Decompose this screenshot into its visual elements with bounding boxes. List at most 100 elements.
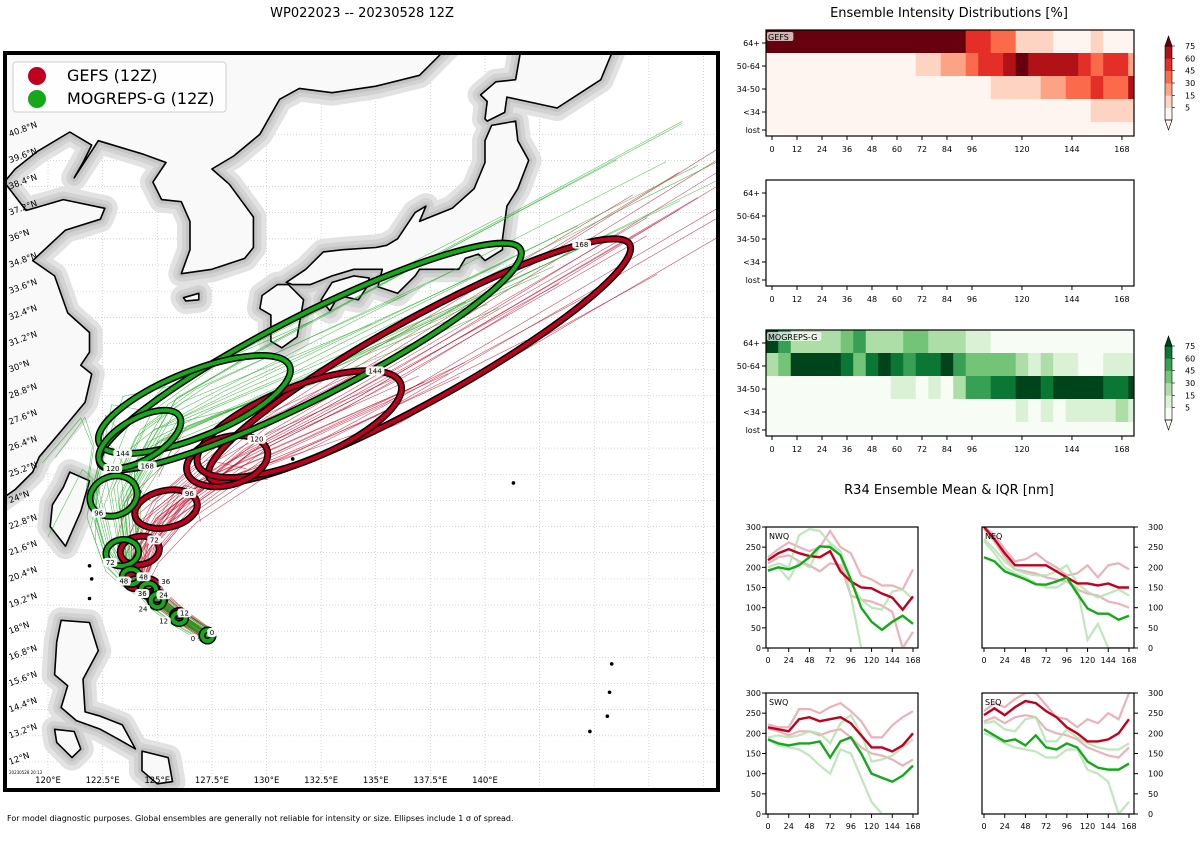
colorbar-tick-label: 30 [1185,79,1195,88]
mogreps-q75-line [767,527,914,611]
x-tick-label: 60 [892,145,902,154]
heatmap-cell [1115,53,1129,77]
heatmap-cell [1128,422,1135,435]
heatmap-cell [890,330,904,354]
heatmap-cell [853,422,867,435]
quadrant-label: SEQ [985,698,1001,707]
x-tick-label: 24 [817,295,827,304]
heatmap-cell [903,99,917,123]
heatmap-cell [1128,353,1135,377]
heatmap-cell [790,30,804,54]
heatmap-cell [890,422,904,435]
x-tick-label: 24 [1000,822,1010,831]
heatmap-cell [1065,353,1079,377]
heatmap-cell [878,399,892,423]
x-tick-label: 144 [1101,822,1116,831]
r34-lines [767,701,914,814]
heatmap-cell [853,353,867,377]
gefs-q75-line [767,528,914,591]
label-box [136,572,151,582]
heatmap-cell [990,422,1004,435]
heatmap-cell [878,376,892,400]
hour-label-text: 0 [210,629,214,637]
heatmap-cell [1028,376,1042,400]
x-tick-label: 72 [825,656,835,665]
row-label: lost [746,276,760,285]
map-title: WP022023 -- 20230528 12Z [270,6,454,21]
heatmap-cell [965,53,979,77]
heatmap-cell [853,122,867,135]
x-tick-label: 168 [905,822,920,831]
heatmap-cell [965,399,979,423]
heatmap-cell [766,353,779,377]
y-tick-label: 150 [746,750,761,759]
hour-label-text: 168 [575,241,588,249]
x-tick-label: 48 [867,445,877,454]
heatmap-cell [940,330,954,354]
x-tick-label: 48 [1020,822,1030,831]
heatmap-cell [865,353,879,377]
row-label: 50-64 [737,362,760,371]
heatmap-cell [1065,76,1079,100]
heatmap-cell [878,122,892,135]
label-box [113,448,133,458]
heatmap-cell [978,76,992,100]
island [511,481,516,485]
heatmap-cell [865,422,879,435]
x-tick-label: 96 [846,656,856,665]
heatmap-cell [1115,376,1129,400]
quadrant-label: NEQ [985,532,1002,541]
heatmap-cell [878,53,892,77]
mogreps-ellipse-144h [96,353,293,456]
heatmap-cell [1015,30,1029,54]
heatmap-cell [928,99,942,123]
mogreps-q25-line [767,738,913,814]
heatmap-cell [915,376,929,400]
heatmap-cell [1015,376,1029,400]
heatmap-cell [1065,122,1079,135]
heatmap-cell [1103,422,1117,435]
hour-label-text: 120 [106,465,119,473]
colorbar-bin [1165,395,1172,408]
r34-lines [983,527,1130,648]
heatmap-cell [1003,122,1017,135]
x-tick-label: 72 [917,445,927,454]
lon-tick-label: 135°E [363,776,389,786]
heatmap-cell [1003,99,1017,123]
y-tick-label: 0 [756,810,761,819]
x-tick-label: 0 [769,145,774,154]
hour-label-text: 72 [106,559,115,567]
colorbar-bin [1165,358,1172,371]
x-tick-label: 84 [942,295,952,304]
heatmap-cell [928,122,942,135]
gefs-ellipse-96h [132,487,200,531]
heatmap-cell [928,399,942,423]
heatmap-cell [865,122,879,135]
y-tick-label: 0 [1148,810,1153,819]
panel-label-box [767,332,822,341]
heatmap-cell [1065,422,1079,435]
heatmap-cell [790,53,804,77]
heatmap-cell [965,76,979,100]
x-tick-label: 168 [1114,295,1129,304]
gefs-q25-line [983,714,1130,759]
heatmap-cell [778,353,792,377]
heatmap-cell [1040,353,1054,377]
heatmap-cell [865,376,879,400]
heatmap-cell [1128,30,1135,54]
x-tick-label: 0 [769,295,774,304]
heatmap-cell [965,30,979,54]
x-tick-label: 48 [804,656,814,665]
heatmap-cell [790,376,804,400]
gefs-q25-line [983,528,1130,609]
heatmap-cell [815,30,829,54]
mogreps-hour-label: 12 [156,616,174,626]
lon-tick-label: 137.5°E [413,776,447,786]
heatmap-cell [1053,422,1067,435]
heatmap-cell [990,330,1004,354]
heatmap-cell [1078,353,1092,377]
heatmap-cell [1115,99,1129,123]
row-label: 50-64 [737,212,760,221]
y-tick-label: 150 [1148,750,1163,759]
heatmap-cell [903,122,917,135]
